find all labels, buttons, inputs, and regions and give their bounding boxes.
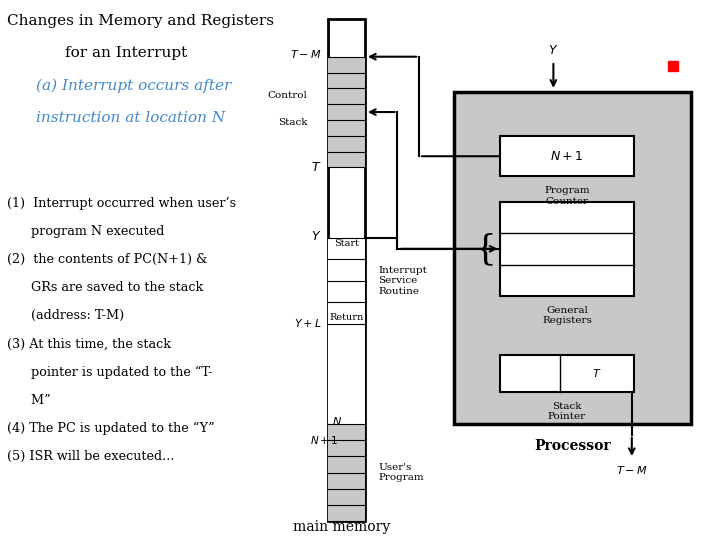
Text: Start: Start xyxy=(334,239,359,248)
Text: (1)  Interrupt occurred when user’s: (1) Interrupt occurred when user’s xyxy=(7,197,236,210)
Bar xyxy=(328,238,365,324)
Text: Changes in Memory and Registers: Changes in Memory and Registers xyxy=(7,14,274,28)
Text: General
Registers: General Registers xyxy=(542,306,592,325)
Text: instruction at location N: instruction at location N xyxy=(36,111,225,125)
Text: Program
Counter: Program Counter xyxy=(544,186,590,206)
Text: pointer is updated to the “T-: pointer is updated to the “T- xyxy=(7,366,212,379)
Text: $N$: $N$ xyxy=(332,415,342,427)
Text: Interrupt
Service
Routine: Interrupt Service Routine xyxy=(378,266,427,296)
Text: (3) At this time, the stack: (3) At this time, the stack xyxy=(7,338,171,350)
Bar xyxy=(454,92,691,424)
Text: {: { xyxy=(474,232,497,266)
Text: $T$: $T$ xyxy=(311,161,322,174)
Bar xyxy=(328,57,365,167)
Text: $T$: $T$ xyxy=(592,367,601,380)
Text: $T-M$: $T-M$ xyxy=(290,48,322,60)
Text: (4) The PC is updated to the “Y”: (4) The PC is updated to the “Y” xyxy=(7,422,215,435)
Text: for an Interrupt: for an Interrupt xyxy=(65,46,187,60)
Text: (5) ISR will be executed...: (5) ISR will be executed... xyxy=(7,450,175,463)
Text: main memory: main memory xyxy=(293,519,391,534)
Bar xyxy=(500,201,634,296)
Bar xyxy=(500,136,634,177)
Text: $Y$: $Y$ xyxy=(548,44,559,57)
Bar xyxy=(328,19,365,521)
Text: $Y$: $Y$ xyxy=(311,230,322,243)
Bar xyxy=(328,424,365,521)
Text: $Y+L$: $Y+L$ xyxy=(294,317,322,329)
Text: program N executed: program N executed xyxy=(7,225,165,238)
Text: $N+1$: $N+1$ xyxy=(550,150,584,163)
Text: $T-M$: $T-M$ xyxy=(616,464,648,476)
Text: (2)  the contents of PC(N+1) &: (2) the contents of PC(N+1) & xyxy=(7,253,207,266)
Text: Stack: Stack xyxy=(278,118,307,127)
Text: Processor: Processor xyxy=(534,439,611,453)
Text: (a) Interrupt occurs after: (a) Interrupt occurs after xyxy=(36,78,231,93)
Text: User's
Program: User's Program xyxy=(378,463,423,482)
Text: Return: Return xyxy=(329,313,364,322)
Text: M”: M” xyxy=(7,394,51,407)
Bar xyxy=(328,324,365,424)
Text: Control: Control xyxy=(268,91,307,100)
Bar xyxy=(500,355,634,393)
Text: $N+1$: $N+1$ xyxy=(310,434,338,446)
Text: Stack
Pointer: Stack Pointer xyxy=(548,402,586,422)
Text: GRs are saved to the stack: GRs are saved to the stack xyxy=(7,281,204,294)
Text: (address: T-M): (address: T-M) xyxy=(7,309,125,322)
